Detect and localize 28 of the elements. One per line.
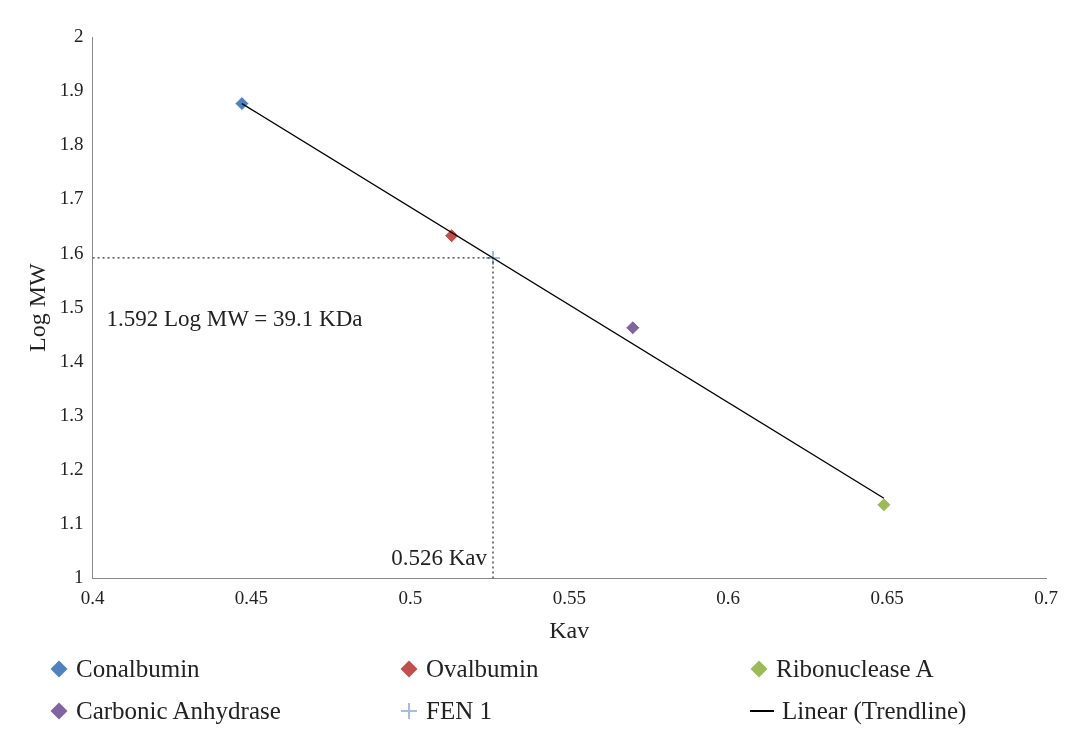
legend-label: Ovalbumin — [426, 655, 539, 683]
y-tick-label: 1.2 — [59, 458, 84, 480]
y-tick-label: 1.5 — [59, 295, 84, 317]
x-tick-label: 0.65 — [870, 586, 904, 608]
y-tick-label: 1.7 — [59, 187, 84, 209]
annotation: 1.592 Log MW = 39.1 KDa — [106, 305, 363, 331]
y-tick-label: 2 — [74, 24, 84, 46]
y-tick-label: 1.8 — [59, 133, 84, 155]
x-tick-label: 0.5 — [398, 586, 423, 608]
annotation: 0.526 Kav — [391, 544, 488, 570]
y-tick-label: 1 — [74, 566, 84, 588]
y-tick-label: 1.4 — [59, 349, 85, 371]
legend-label: Linear (Trendline) — [782, 697, 967, 725]
x-tick-label: 0.7 — [1034, 586, 1058, 608]
legend-label: FEN 1 — [426, 697, 492, 725]
x-tick-label: 0.45 — [234, 586, 269, 608]
x-tick-label: 0.4 — [80, 586, 105, 608]
x-axis-title: Kav — [549, 616, 590, 643]
x-tick-label: 0.55 — [552, 586, 586, 608]
y-tick-label: 1.9 — [59, 79, 84, 101]
y-tick-label: 1.6 — [59, 241, 84, 263]
x-tick-label: 0.6 — [716, 586, 741, 608]
y-tick-label: 1.3 — [59, 403, 84, 425]
legend-label: Carbonic Anhydrase — [76, 697, 281, 725]
y-axis-title: Log MW — [23, 263, 50, 353]
y-tick-label: 1.1 — [59, 512, 84, 534]
legend-label: Conalbumin — [76, 655, 200, 683]
legend-label: Ribonuclease A — [776, 655, 934, 683]
